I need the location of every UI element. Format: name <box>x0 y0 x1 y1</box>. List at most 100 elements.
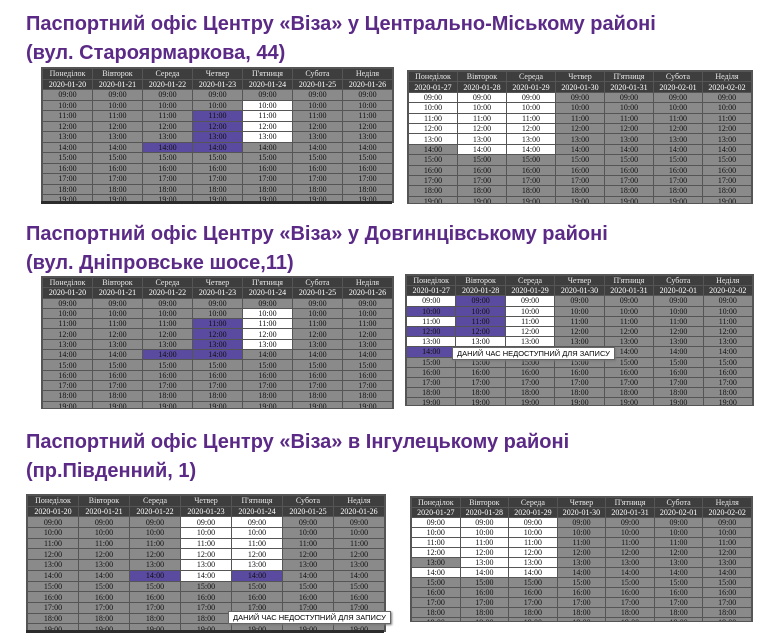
available-time-slot[interactable]: 14:00 <box>459 567 510 578</box>
available-time-slot[interactable]: 10:00 <box>457 102 507 114</box>
weekday-header: П'ятниця <box>242 68 293 80</box>
available-time-slot[interactable]: 13:00 <box>504 336 556 348</box>
available-time-slot[interactable]: 10:00 <box>231 527 283 539</box>
available-time-slot[interactable]: 13:00 <box>408 133 458 145</box>
available-time-slot[interactable]: 10:00 <box>180 527 232 539</box>
available-time-slot[interactable]: 09:00 <box>508 517 558 528</box>
available-time-slot[interactable]: 11:00 <box>459 537 510 548</box>
available-time-slot[interactable]: 12:00 <box>504 325 556 338</box>
available-time-slot[interactable]: 10:00 <box>411 527 461 538</box>
available-time-slot[interactable]: 12:00 <box>508 547 558 558</box>
available-time-slot[interactable]: 13:00 <box>180 559 232 571</box>
closed-time-slot: 10:00 <box>342 307 393 320</box>
closed-time-slot: 14:00 <box>78 569 130 582</box>
available-time-slot[interactable]: 09:00 <box>459 517 510 528</box>
closed-time-slot: 18:00 <box>702 607 752 618</box>
available-time-slot[interactable]: 09:00 <box>504 295 556 307</box>
available-time-slot[interactable]: 14:00 <box>457 143 507 156</box>
closed-time-slot: 15:00 <box>142 359 193 371</box>
available-time-slot[interactable]: 10:00 <box>506 102 556 114</box>
available-time-slot[interactable]: 13:00 <box>406 336 457 348</box>
weekday-header: Четвер <box>555 71 605 83</box>
date-header: 2020-01-30 <box>556 507 607 518</box>
available-time-slot[interactable]: 12:00 <box>231 548 283 561</box>
closed-time-slot: 17:00 <box>653 597 704 608</box>
available-time-slot[interactable]: 13:00 <box>242 338 293 351</box>
available-time-slot[interactable]: 10:00 <box>508 527 558 538</box>
available-time-slot[interactable]: 13:00 <box>508 557 558 568</box>
closed-time-slot: 19:00 <box>459 617 510 621</box>
available-time-slot[interactable]: 11:00 <box>242 110 293 122</box>
available-time-slot[interactable]: 11:00 <box>504 315 556 327</box>
available-time-slot[interactable]: 11:00 <box>231 537 283 550</box>
available-time-slot[interactable]: 13:00 <box>242 131 293 143</box>
available-time-slot[interactable]: 09:00 <box>180 516 232 529</box>
closed-time-slot: 10:00 <box>556 527 607 538</box>
closed-time-slot: 19:00 <box>342 400 393 408</box>
available-time-slot[interactable]: 11:00 <box>411 537 461 548</box>
closed-time-slot: 10:00 <box>554 305 605 317</box>
available-time-slot[interactable]: 09:00 <box>411 517 461 528</box>
closed-time-slot: 18:00 <box>342 183 393 195</box>
available-time-slot[interactable]: 10:00 <box>242 99 293 111</box>
available-time-slot[interactable]: 11:00 <box>406 315 457 327</box>
closed-time-slot: 13:00 <box>42 131 93 143</box>
closed-time-slot: 17:00 <box>653 174 703 187</box>
available-time-slot[interactable]: 10:00 <box>242 307 293 320</box>
available-time-slot[interactable]: 12:00 <box>411 547 461 558</box>
available-time-slot[interactable]: 12:00 <box>242 120 293 132</box>
closed-time-slot: 15:00 <box>653 577 704 588</box>
available-time-slot[interactable]: 10:00 <box>504 305 556 317</box>
closed-time-slot: 18:00 <box>342 390 393 402</box>
available-time-slot[interactable]: 14:00 <box>411 567 461 578</box>
weekday-header: Вівторок <box>92 68 143 80</box>
closed-time-slot: 13:00 <box>603 336 655 348</box>
available-time-slot[interactable]: 10:00 <box>408 102 458 114</box>
closed-time-slot: 13:00 <box>342 338 393 351</box>
closed-time-slot: 11:00 <box>282 537 334 550</box>
available-time-slot[interactable]: 12:00 <box>457 122 507 135</box>
closed-time-slot: 09:00 <box>129 516 181 529</box>
closed-time-slot: 15:00 <box>242 359 293 371</box>
closed-time-slot: 16:00 <box>242 369 293 381</box>
closed-time-slot: 10:00 <box>192 307 243 320</box>
available-time-slot[interactable]: 13:00 <box>231 559 283 571</box>
available-time-slot[interactable]: 11:00 <box>506 112 556 124</box>
available-time-slot[interactable]: 14:00 <box>180 569 232 582</box>
available-time-slot[interactable]: 12:00 <box>459 547 510 558</box>
closed-time-slot: 09:00 <box>556 517 607 528</box>
available-time-slot[interactable]: 13:00 <box>459 557 510 568</box>
closed-time-slot: 16:00 <box>78 591 130 603</box>
available-time-slot[interactable]: 10:00 <box>459 527 510 538</box>
available-time-slot[interactable]: 12:00 <box>506 122 556 135</box>
closed-time-slot: 12:00 <box>92 328 143 340</box>
available-time-slot[interactable]: 11:00 <box>508 537 558 548</box>
available-time-slot[interactable]: 11:00 <box>457 112 507 124</box>
closed-time-slot: 11:00 <box>342 318 393 330</box>
available-time-slot[interactable]: 09:00 <box>457 91 507 104</box>
available-time-slot[interactable]: 14:00 <box>506 143 556 156</box>
available-time-slot[interactable]: 11:00 <box>408 112 458 124</box>
closed-time-slot: 15:00 <box>192 152 243 164</box>
available-time-slot[interactable]: 13:00 <box>506 133 556 145</box>
closed-time-slot: 17:00 <box>192 379 243 392</box>
date-header: 2020-01-22 <box>142 78 193 90</box>
available-time-slot[interactable]: 11:00 <box>242 318 293 330</box>
available-time-slot[interactable]: 14:00 <box>508 567 558 578</box>
date-header: 2020-02-01 <box>653 507 704 518</box>
available-time-slot[interactable]: 09:00 <box>231 516 283 529</box>
closed-time-slot: 11:00 <box>92 318 143 330</box>
available-time-slot[interactable]: 11:00 <box>180 537 232 550</box>
available-time-slot[interactable]: 13:00 <box>455 336 506 348</box>
available-time-slot[interactable]: 09:00 <box>406 295 457 307</box>
available-time-slot[interactable]: 09:00 <box>408 91 458 104</box>
available-time-slot[interactable]: 12:00 <box>408 122 458 135</box>
closed-time-slot: 15:00 <box>231 580 283 593</box>
available-time-slot[interactable]: 13:00 <box>457 133 507 145</box>
available-time-slot[interactable]: 09:00 <box>506 91 556 104</box>
available-time-slot[interactable]: 12:00 <box>242 328 293 340</box>
schedule-table: Понеділок Вівторок Середа Четвер П'ятниця Суб… <box>42 277 393 408</box>
available-time-slot[interactable]: 12:00 <box>180 548 232 561</box>
